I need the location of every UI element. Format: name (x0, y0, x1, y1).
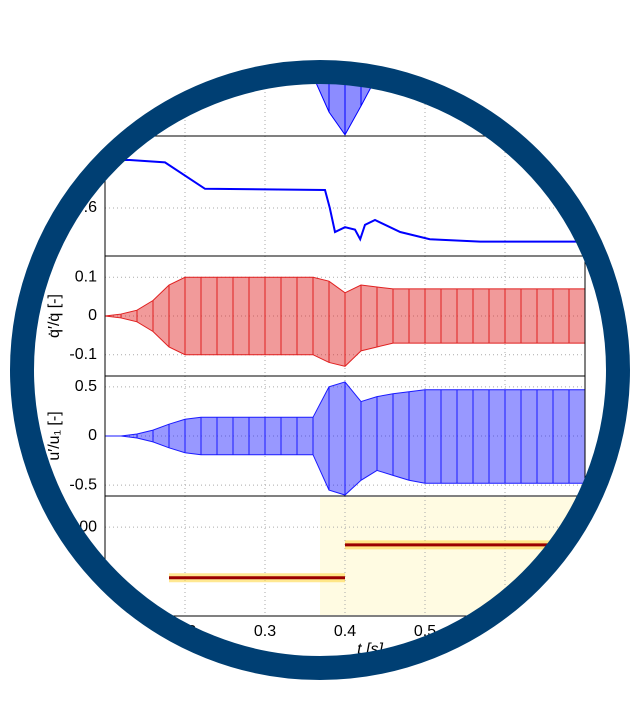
signal-envelope (105, 381, 585, 437)
y-axis-label: u′/u₁ [-] (46, 411, 63, 460)
x-tick-label: 0.3 (254, 623, 276, 640)
x-tick-label: 0.4 (334, 623, 356, 640)
y-tick-label: -0.1 (69, 346, 97, 363)
line (105, 159, 581, 243)
signal-envelope (104, 276, 585, 317)
ring (10, 60, 630, 680)
y-tick-label: 0 (88, 427, 97, 444)
y-tick-label: -0.5 (69, 476, 97, 493)
signal-envelope (104, 315, 585, 367)
x-tick-label: 0.6 (494, 623, 516, 640)
signal-envelope (105, 435, 585, 496)
signal-envelope (105, 83, 585, 136)
y-tick-label: 0 (88, 307, 97, 324)
y-axis-label: q̇′/q̇ [-] (46, 294, 63, 338)
y-tick-label: 0.1 (75, 269, 97, 286)
plot-area: 0.60.10-0.1q̇′/q̇ [-]0.50-0.5u′/u₁ [-]10… (46, 83, 586, 657)
y-tick-label: 0.5 (75, 378, 97, 395)
